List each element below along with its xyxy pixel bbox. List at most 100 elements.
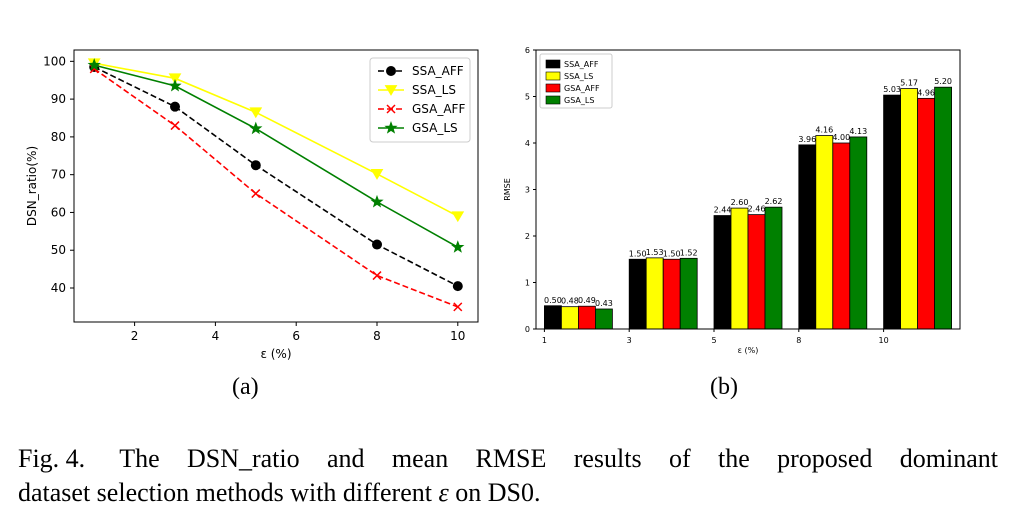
bar-gsa-aff-3	[662, 258, 681, 330]
bar-ssa-ls-8	[815, 135, 834, 330]
legend-swatch-gsa-aff	[545, 83, 561, 93]
data-point-gsa-ls	[451, 240, 465, 253]
line-chart-dsn-ratio: 2 4 6 8 10 40 50 60 70 80 90 100 ε (%) DSN_ratio(%) SS…	[25, 49, 479, 360]
legend: SSA_AFF SSA_LS GSA_AFF GSA_LS	[539, 53, 613, 109]
legend-label-gsa-ls: GSA_LS	[564, 96, 594, 105]
bar-value-label: 5.20	[934, 77, 952, 86]
bar-value-label: 0.43	[595, 299, 613, 308]
legend-label-ssa-ls: SSA_LS	[564, 72, 593, 81]
legend-label-ssa-ls: SSA_LS	[412, 83, 456, 97]
bar-value-label: 1.50	[663, 249, 681, 258]
data-point-gsa-ls	[168, 78, 182, 92]
bar-gsa-ls-10	[934, 86, 953, 330]
x-tick-label: 4	[212, 329, 220, 343]
bar-gsa-ls-1	[595, 308, 613, 330]
legend-marker-ssa-aff	[386, 66, 396, 76]
bar-ssa-ls-3	[645, 257, 664, 330]
series-gsa-aff	[89, 64, 463, 312]
x-tick-label: 2	[131, 329, 139, 343]
caption-text-2b: on DS0.	[455, 478, 541, 507]
y-tick-label: 80	[51, 130, 66, 144]
bar-value-label: 4.00	[832, 133, 850, 142]
data-point-gsa-aff	[453, 302, 463, 312]
data-point-ssa-ls	[451, 211, 465, 223]
legend-marker-gsa-aff	[386, 104, 396, 114]
y-tick-label: 100	[43, 54, 66, 68]
y-tick-label: 3	[525, 186, 530, 195]
bar-value-label: 1.50	[629, 249, 647, 258]
y-tick-label: 2	[525, 232, 530, 241]
bar-gsa-aff-10	[917, 97, 936, 330]
y-axis-label: DSN_ratio(%)	[25, 146, 39, 226]
plot-frame	[73, 49, 479, 323]
data-point-ssa-aff	[372, 239, 382, 250]
data-point-gsa-ls	[87, 58, 101, 71]
y-tick-label: 4	[525, 139, 530, 148]
x-axis-label: ε (%)	[738, 346, 759, 355]
bar-gsa-ls-8	[849, 136, 868, 330]
caption-prefix: Fig. 4.	[18, 444, 86, 473]
x-tick-label: 8	[796, 336, 801, 345]
y-axis-label: RMSE	[503, 178, 512, 201]
y-tick-label: 50	[51, 243, 66, 257]
x-tick-label: 10	[879, 336, 889, 345]
bar-value-label: 3.96	[798, 135, 816, 144]
x-tick-label: 5	[711, 336, 716, 345]
bar-ssa-ls-5	[730, 207, 749, 330]
y-tick-label: 60	[51, 205, 66, 219]
series-ssa-aff	[89, 62, 463, 292]
bar-gsa-ls-5	[764, 206, 783, 330]
data-point-ssa-ls	[370, 169, 384, 180]
data-point-gsa-ls	[370, 194, 384, 208]
data-point-ssa-aff	[170, 101, 180, 112]
x-tick-label: 3	[627, 336, 632, 345]
bar-ssa-aff-8	[798, 144, 817, 330]
x-tick-label: 8	[373, 329, 381, 343]
bar-ssa-aff-1	[544, 305, 562, 330]
caption-text-2a: dataset selection methods with different	[18, 478, 432, 507]
bar-value-label: 2.46	[748, 205, 766, 214]
data-point-gsa-aff	[170, 121, 180, 131]
legend-swatch-ssa-ls	[545, 71, 561, 81]
bar-gsa-aff-8	[832, 142, 851, 330]
bar-ssa-ls-1	[561, 306, 579, 330]
bar-ssa-aff-3	[628, 258, 647, 330]
bar-gsa-aff-1	[578, 305, 596, 330]
y-tick-label: 5	[525, 93, 530, 102]
legend-swatch-gsa-ls	[545, 95, 561, 105]
bar-ssa-ls-10	[900, 88, 919, 330]
y-tick-label: 40	[51, 281, 66, 295]
bar-value-label: 1.52	[680, 248, 698, 257]
y-tick-label: 6	[525, 46, 530, 55]
bar-value-label: 2.62	[765, 197, 783, 206]
data-point-ssa-aff	[250, 160, 261, 171]
bar-value-label: 5.03	[883, 85, 901, 94]
y-tick-label: 1	[525, 279, 530, 288]
figure-caption-line-1: Fig. 4. The DSN_ratio and mean RMSE resu…	[18, 442, 998, 476]
bar-value-label: 5.17	[900, 79, 918, 88]
data-point-ssa-ls	[168, 73, 182, 85]
legend-box	[369, 57, 471, 143]
x-axis-label: ε (%)	[260, 347, 291, 360]
y-tick-label: 70	[51, 168, 66, 182]
panel-label-b: (b)	[710, 374, 738, 400]
bar-gsa-aff-5	[747, 214, 766, 330]
bar-value-label: 4.13	[849, 127, 867, 136]
bar-ssa-aff-10	[883, 94, 902, 330]
legend-label-gsa-aff: GSA_AFF	[412, 102, 465, 116]
caption-text-1: The DSN_ratio and mean RMSE results of t…	[119, 444, 998, 473]
bar-value-label: 2.60	[731, 198, 749, 207]
x-tick-label: 6	[292, 329, 300, 343]
series-ssa-ls	[87, 58, 465, 223]
data-point-gsa-ls	[249, 121, 263, 135]
data-point-ssa-ls	[249, 107, 263, 119]
caption-epsilon: ε	[438, 478, 449, 507]
bar-value-label: 0.50	[544, 296, 562, 305]
data-point-gsa-aff	[251, 189, 261, 199]
legend-marker-ssa-ls	[384, 85, 398, 96]
data-point-gsa-aff	[372, 271, 382, 281]
bar-gsa-ls-3	[679, 257, 698, 330]
data-point-ssa-aff	[452, 281, 463, 292]
y-tick-label: 90	[51, 92, 66, 106]
